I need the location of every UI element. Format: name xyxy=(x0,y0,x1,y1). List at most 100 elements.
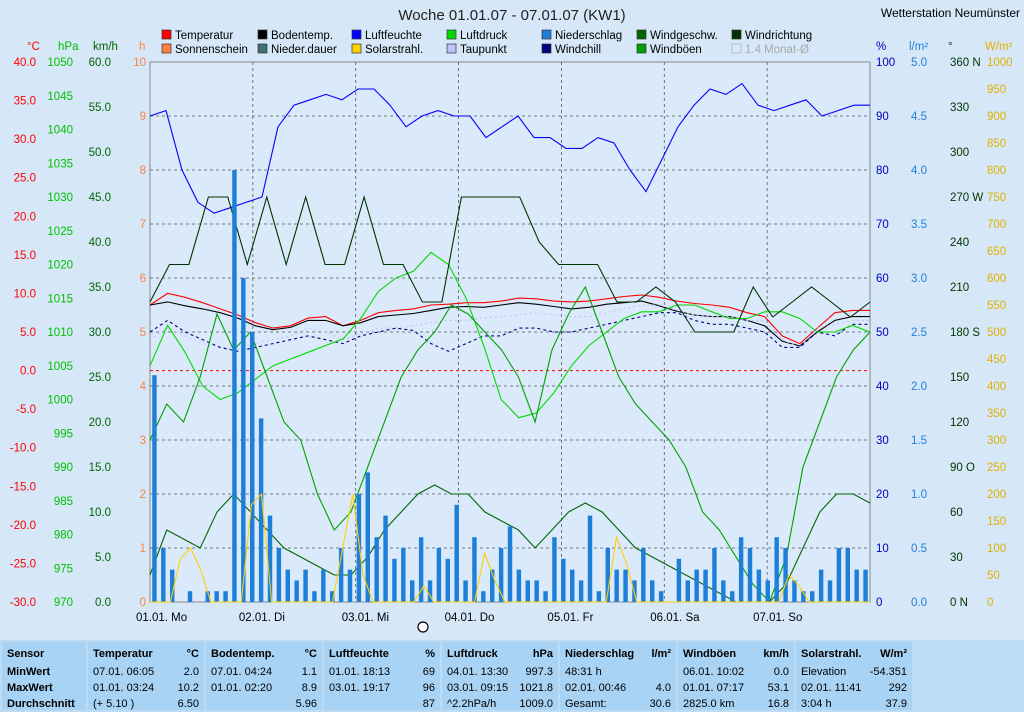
series-line-solarstrahl xyxy=(150,492,870,603)
wind-axis-tick: 25.0 xyxy=(89,372,111,384)
solar-axis-tick: 600 xyxy=(987,273,1006,285)
series-line-temperatur xyxy=(149,292,870,345)
direction-axis-tick: 90 O xyxy=(950,462,975,474)
legend-swatch xyxy=(257,29,268,40)
axis-unit: °C xyxy=(27,41,40,53)
rain-bar xyxy=(161,548,166,602)
rain-bar xyxy=(774,537,779,602)
rain-bar xyxy=(338,548,344,602)
legend-label: Bodentemp. xyxy=(271,30,333,42)
direction-axis-tick: 300 xyxy=(950,147,969,159)
stats-row: 03.01. 19:17 96 xyxy=(329,682,435,694)
humidity-axis-tick: 30 xyxy=(876,435,889,447)
temp-axis-tick: 0.0 xyxy=(20,366,36,378)
solar-axis-tick: 400 xyxy=(987,381,1006,393)
temp-axis-tick: 25.0 xyxy=(14,173,36,185)
legend-label: Luftfeuchte xyxy=(365,30,422,42)
pressure-axis-tick: 985 xyxy=(54,496,73,508)
temp-axis-tick: -25.0 xyxy=(10,558,36,570)
rain-axis-tick: 3.0 xyxy=(911,273,927,285)
legend-label: Sonnenschein xyxy=(175,44,248,56)
rain-bar xyxy=(810,591,815,602)
stats-row: 07.01. 06:05 2.0 xyxy=(93,666,199,678)
rain-bar xyxy=(552,537,557,602)
direction-axis-tick: 60 xyxy=(950,507,963,519)
rain-bar xyxy=(596,591,602,602)
direction-axis-tick: 120 xyxy=(950,417,969,429)
rain-bar xyxy=(543,591,548,602)
axis-unit: hPa xyxy=(58,41,79,53)
solar-axis-tick: 350 xyxy=(987,408,1006,420)
stats-cell: Luftfeuchte% 01.01. 18:13 69 03.01. 19:17 96… xyxy=(324,642,440,710)
stats-cell: Niederschlag l/m² 48:31 h 02.01. 00:46 4.0 Ge… xyxy=(560,642,676,710)
rain-bar xyxy=(738,537,744,602)
rain-axis-tick: 4.5 xyxy=(911,111,927,123)
temp-axis-tick: 10.0 xyxy=(14,288,36,300)
rain-bar xyxy=(445,558,450,602)
pressure-axis-tick: 1010 xyxy=(47,327,73,339)
axis-unit: km/h xyxy=(93,41,118,53)
temp-axis-tick: 40.0 xyxy=(14,57,36,69)
solar-axis-tick: 200 xyxy=(987,489,1006,501)
stats-header: Temperatur °C xyxy=(93,648,199,660)
legend-label: Windrichtung xyxy=(745,30,812,42)
pressure-axis-tick: 1015 xyxy=(47,293,73,305)
stats-row: Elevation -54.351 xyxy=(801,666,907,678)
series-line-windrichtung xyxy=(149,195,871,333)
stats-row: 02.01. 11:41 292 xyxy=(801,682,907,694)
series-line-luftfeuchte xyxy=(149,82,870,214)
stats-row: 3:04 h 37.9 xyxy=(801,698,907,710)
rain-bar xyxy=(756,569,762,602)
rain-axis-tick: 4.0 xyxy=(911,165,927,177)
rain-bar xyxy=(232,170,237,602)
rain-bar xyxy=(534,580,539,602)
rain-axis-tick: 1.5 xyxy=(911,435,927,447)
rain-bar xyxy=(427,580,433,602)
temp-axis-tick: 35.0 xyxy=(14,96,36,108)
rain-bar xyxy=(410,580,415,602)
pressure-axis-tick: 1040 xyxy=(47,125,73,137)
axis-unit: h xyxy=(139,41,145,53)
axis-unit: ° xyxy=(948,41,953,53)
stats-header: Luftfeuchte% xyxy=(329,648,435,660)
stats-cell: Solarstrahl. W/m² Elevation -54.351 02.01. 1… xyxy=(796,642,912,710)
rain-bar xyxy=(623,569,628,602)
rain-bar xyxy=(250,332,255,602)
rain-bar xyxy=(365,472,370,602)
rain-axis-tick: 3.5 xyxy=(911,219,927,231)
wind-axis-tick: 45.0 xyxy=(89,192,111,204)
wind-axis-tick: 60.0 xyxy=(89,57,111,69)
rain-bar xyxy=(854,569,859,602)
rain-bar xyxy=(267,515,273,602)
legend-swatch xyxy=(636,29,647,40)
solar-axis-tick: 800 xyxy=(987,165,1006,177)
legend-swatch xyxy=(351,43,362,54)
hours-axis-tick: 7 xyxy=(140,219,146,231)
pressure-axis-tick: 1020 xyxy=(47,260,73,272)
stats-row: MaxWert xyxy=(7,682,53,694)
rain-bar xyxy=(312,591,317,602)
rain-bar xyxy=(818,569,824,602)
stats-header: Sensor xyxy=(7,648,45,660)
pressure-axis-tick: 1000 xyxy=(47,395,73,407)
wind-axis-tick: 10.0 xyxy=(89,507,111,519)
temp-axis-tick: 5.0 xyxy=(20,327,36,339)
temp-axis-tick: -10.0 xyxy=(10,443,36,455)
hours-axis-tick: 5 xyxy=(140,327,146,339)
wind-axis-tick: 15.0 xyxy=(89,462,111,474)
rain-bar xyxy=(570,569,575,602)
stats-header: Bodentemp. °C xyxy=(211,648,317,660)
axis-unit: % xyxy=(876,41,886,53)
wind-axis-tick: 50.0 xyxy=(89,147,111,159)
solar-axis-tick: 0 xyxy=(987,597,993,609)
wind-axis-tick: 55.0 xyxy=(89,102,111,114)
rain-bar xyxy=(321,569,326,602)
humidity-axis-tick: 60 xyxy=(876,273,889,285)
rain-bar xyxy=(170,569,175,602)
rain-bar xyxy=(703,569,708,602)
direction-axis-tick: 360 N xyxy=(950,57,981,69)
pressure-axis-tick: 1025 xyxy=(47,226,73,238)
stats-header: Niederschlag l/m² xyxy=(565,648,671,660)
humidity-axis-tick: 10 xyxy=(876,543,889,555)
solar-axis-tick: 150 xyxy=(987,516,1006,528)
